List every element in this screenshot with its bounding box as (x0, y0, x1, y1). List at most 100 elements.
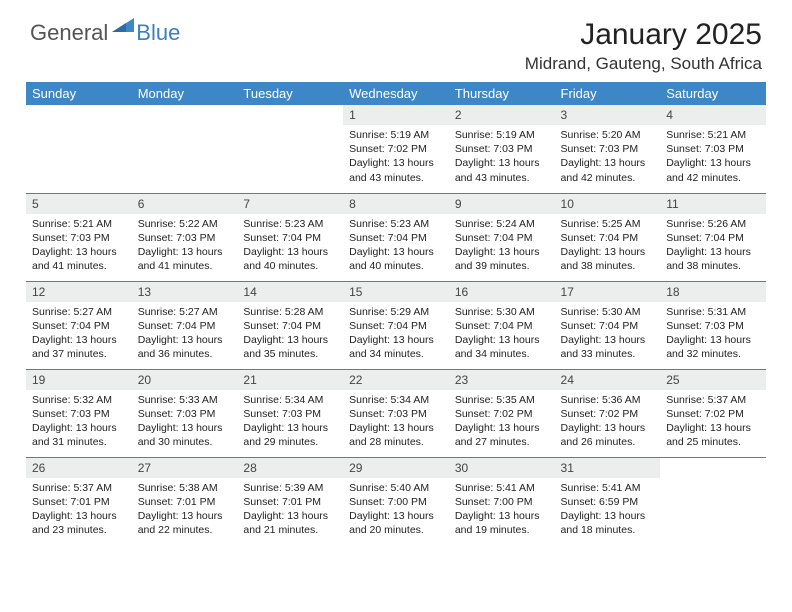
sunset-line: Sunset: 7:03 PM (243, 407, 337, 421)
sunset-value: 7:01 PM (176, 496, 215, 508)
sunset-value: 7:03 PM (705, 320, 744, 332)
sunset-line: Sunset: 7:04 PM (349, 319, 443, 333)
daylight-value: 13 hours and 30 minutes. (138, 422, 223, 448)
sunrise-value: 5:37 AM (708, 394, 747, 406)
day-details: Sunrise: 5:27 AMSunset: 7:04 PMDaylight:… (132, 302, 238, 366)
calendar-cell: 15Sunrise: 5:29 AMSunset: 7:04 PMDayligh… (343, 281, 449, 369)
sunset-line: Sunset: 7:03 PM (32, 231, 126, 245)
sunrise-line: Sunrise: 5:38 AM (138, 481, 232, 495)
sunset-value: 7:04 PM (599, 232, 638, 244)
daylight-line: Daylight: 13 hours and 42 minutes. (666, 156, 760, 184)
daylight-value: 13 hours and 34 minutes. (349, 334, 434, 360)
sunset-value: 7:03 PM (493, 143, 532, 155)
calendar-cell: 31Sunrise: 5:41 AMSunset: 6:59 PMDayligh… (555, 457, 661, 545)
sunrise-value: 5:31 AM (708, 306, 747, 318)
sunset-value: 7:01 PM (282, 496, 321, 508)
daylight-line: Daylight: 13 hours and 41 minutes. (138, 245, 232, 273)
col-saturday: Saturday (660, 82, 766, 105)
daylight-line: Daylight: 13 hours and 43 minutes. (349, 156, 443, 184)
day-number: 16 (449, 282, 555, 302)
day-details: Sunrise: 5:24 AMSunset: 7:04 PMDaylight:… (449, 214, 555, 278)
sunset-line: Sunset: 7:04 PM (455, 231, 549, 245)
day-number: 14 (237, 282, 343, 302)
sunrise-value: 5:29 AM (391, 306, 430, 318)
calendar-cell: 9Sunrise: 5:24 AMSunset: 7:04 PMDaylight… (449, 193, 555, 281)
day-details: Sunrise: 5:41 AMSunset: 7:00 PMDaylight:… (449, 478, 555, 542)
sunset-value: 7:03 PM (176, 232, 215, 244)
daylight-line: Daylight: 13 hours and 43 minutes. (455, 156, 549, 184)
daylight-value: 13 hours and 38 minutes. (666, 246, 751, 272)
daylight-value: 13 hours and 40 minutes. (243, 246, 328, 272)
day-details: Sunrise: 5:19 AMSunset: 7:02 PMDaylight:… (343, 125, 449, 189)
day-details: Sunrise: 5:36 AMSunset: 7:02 PMDaylight:… (555, 390, 661, 454)
calendar-row: 26Sunrise: 5:37 AMSunset: 7:01 PMDayligh… (26, 457, 766, 545)
sunset-value: 7:03 PM (388, 408, 427, 420)
daylight-line: Daylight: 13 hours and 42 minutes. (561, 156, 655, 184)
day-number: 4 (660, 105, 766, 125)
daylight-value: 13 hours and 25 minutes. (666, 422, 751, 448)
sunrise-value: 5:39 AM (285, 482, 324, 494)
daylight-value: 13 hours and 23 minutes. (32, 510, 117, 536)
day-details: Sunrise: 5:23 AMSunset: 7:04 PMDaylight:… (343, 214, 449, 278)
daylight-line: Daylight: 13 hours and 31 minutes. (32, 421, 126, 449)
daylight-line: Daylight: 13 hours and 33 minutes. (561, 333, 655, 361)
sunset-line: Sunset: 7:04 PM (666, 231, 760, 245)
daylight-value: 13 hours and 21 minutes. (243, 510, 328, 536)
sunset-line: Sunset: 7:03 PM (349, 407, 443, 421)
calendar-cell: 3Sunrise: 5:20 AMSunset: 7:03 PMDaylight… (555, 105, 661, 193)
sunrise-value: 5:41 AM (602, 482, 641, 494)
day-details: Sunrise: 5:34 AMSunset: 7:03 PMDaylight:… (343, 390, 449, 454)
daylight-value: 13 hours and 43 minutes. (349, 157, 434, 183)
sunset-value: 7:03 PM (176, 408, 215, 420)
sunrise-value: 5:20 AM (602, 129, 641, 141)
calendar-cell: 25Sunrise: 5:37 AMSunset: 7:02 PMDayligh… (660, 369, 766, 457)
sunset-value: 7:04 PM (493, 232, 532, 244)
sunset-line: Sunset: 7:02 PM (349, 142, 443, 156)
logo-text-blue: Blue (136, 20, 180, 46)
sunset-value: 7:03 PM (71, 232, 110, 244)
col-tuesday: Tuesday (237, 82, 343, 105)
daylight-value: 13 hours and 35 minutes. (243, 334, 328, 360)
day-details: Sunrise: 5:37 AMSunset: 7:02 PMDaylight:… (660, 390, 766, 454)
day-number: 20 (132, 370, 238, 390)
sunrise-line: Sunrise: 5:21 AM (32, 217, 126, 231)
sunrise-line: Sunrise: 5:19 AM (455, 128, 549, 142)
day-number: 12 (26, 282, 132, 302)
daylight-line: Daylight: 13 hours and 35 minutes. (243, 333, 337, 361)
daylight-line: Daylight: 13 hours and 29 minutes. (243, 421, 337, 449)
calendar-cell (660, 457, 766, 545)
sunrise-value: 5:19 AM (496, 129, 535, 141)
day-details: Sunrise: 5:38 AMSunset: 7:01 PMDaylight:… (132, 478, 238, 542)
col-wednesday: Wednesday (343, 82, 449, 105)
sunset-value: 6:59 PM (599, 496, 638, 508)
calendar-cell: 29Sunrise: 5:40 AMSunset: 7:00 PMDayligh… (343, 457, 449, 545)
daylight-line: Daylight: 13 hours and 32 minutes. (666, 333, 760, 361)
sunset-value: 7:04 PM (493, 320, 532, 332)
logo-text-general: General (30, 20, 108, 46)
sunset-value: 7:02 PM (493, 408, 532, 420)
daylight-line: Daylight: 13 hours and 38 minutes. (666, 245, 760, 273)
calendar-cell: 27Sunrise: 5:38 AMSunset: 7:01 PMDayligh… (132, 457, 238, 545)
sunrise-line: Sunrise: 5:35 AM (455, 393, 549, 407)
sunset-line: Sunset: 7:01 PM (138, 495, 232, 509)
col-thursday: Thursday (449, 82, 555, 105)
day-details: Sunrise: 5:29 AMSunset: 7:04 PMDaylight:… (343, 302, 449, 366)
sunset-value: 7:04 PM (176, 320, 215, 332)
calendar-table: Sunday Monday Tuesday Wednesday Thursday… (26, 82, 766, 545)
sunrise-value: 5:36 AM (602, 394, 641, 406)
sunset-line: Sunset: 7:02 PM (561, 407, 655, 421)
day-number: 18 (660, 282, 766, 302)
sunrise-line: Sunrise: 5:21 AM (666, 128, 760, 142)
day-details: Sunrise: 5:31 AMSunset: 7:03 PMDaylight:… (660, 302, 766, 366)
day-number: 21 (237, 370, 343, 390)
calendar-cell: 28Sunrise: 5:39 AMSunset: 7:01 PMDayligh… (237, 457, 343, 545)
daylight-value: 13 hours and 39 minutes. (455, 246, 540, 272)
sunset-value: 7:03 PM (599, 143, 638, 155)
sunset-value: 7:00 PM (388, 496, 427, 508)
sunrise-value: 5:23 AM (391, 218, 430, 230)
daylight-line: Daylight: 13 hours and 41 minutes. (32, 245, 126, 273)
sunset-line: Sunset: 7:04 PM (561, 231, 655, 245)
sunset-line: Sunset: 7:04 PM (349, 231, 443, 245)
day-details: Sunrise: 5:30 AMSunset: 7:04 PMDaylight:… (449, 302, 555, 366)
daylight-line: Daylight: 13 hours and 34 minutes. (349, 333, 443, 361)
